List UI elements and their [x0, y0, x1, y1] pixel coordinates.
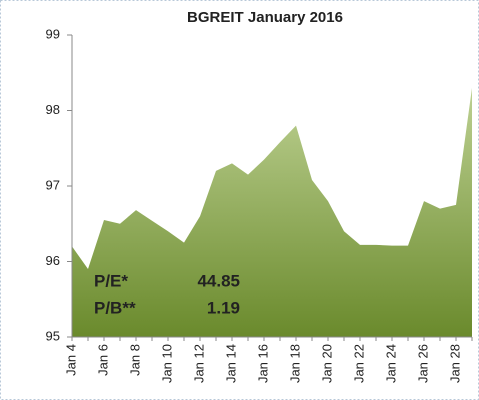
x-tick-label: Jan 12 [191, 344, 206, 383]
x-tick-label: Jan 18 [287, 344, 302, 383]
x-tick-label: Jan 10 [159, 344, 174, 383]
y-tick-label: 96 [46, 253, 60, 268]
x-tick-label: Jan 8 [127, 344, 142, 376]
y-tick-label: 97 [46, 177, 60, 192]
x-tick-label: Jan 28 [447, 344, 462, 383]
y-tick-label: 95 [46, 328, 60, 343]
y-tick-label: 99 [46, 26, 60, 41]
area [72, 87, 472, 337]
annotation-label: P/E* [94, 271, 128, 290]
chart-title: BGREIT January 2016 [187, 9, 343, 26]
y-tick-label: 98 [46, 102, 60, 117]
annotation-label: P/B** [94, 298, 136, 317]
x-tick-label: Jan 20 [319, 344, 334, 383]
x-tick-label: Jan 16 [255, 344, 270, 383]
x-tick-label: Jan 14 [223, 344, 238, 383]
x-tick-label: Jan 6 [95, 344, 110, 376]
x-tick-label: Jan 4 [63, 344, 78, 376]
x-tick-label: Jan 26 [415, 344, 430, 383]
x-tick-label: Jan 22 [351, 344, 366, 383]
annotation-value: 44.85 [197, 271, 240, 290]
annotation-value: 1.19 [207, 298, 240, 317]
x-tick-label: Jan 24 [383, 344, 398, 383]
